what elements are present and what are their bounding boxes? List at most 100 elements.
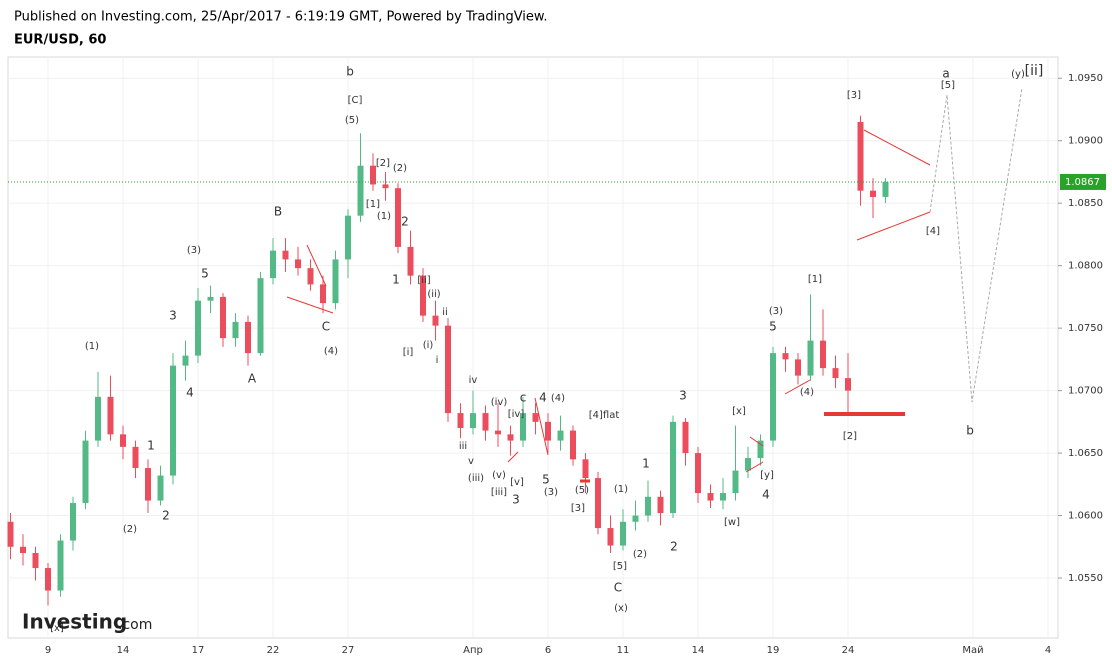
candle-body xyxy=(370,165,376,185)
plot-frame xyxy=(7,56,1059,639)
wave-label: [w] xyxy=(724,517,740,528)
candle-body xyxy=(207,296,214,301)
candle-body xyxy=(382,184,389,189)
x-tick-label: 9 xyxy=(45,645,51,656)
candle-body xyxy=(220,296,226,339)
y-tick-label: 1.0950 xyxy=(1068,73,1103,84)
candle-body xyxy=(182,355,189,366)
wave-label: 3 xyxy=(512,493,520,507)
candle-body xyxy=(470,413,476,429)
wave-label: (4) xyxy=(551,393,565,404)
x-tick-label: 4 xyxy=(1045,645,1051,656)
wave-label: [iii] xyxy=(491,487,507,498)
wave-label: (1) xyxy=(85,341,99,352)
candle-body xyxy=(657,496,664,514)
candle-body xyxy=(282,250,289,260)
wave-label: (iii) xyxy=(468,473,484,484)
x-tick-label: 22 xyxy=(267,645,280,656)
wave-label: (4) xyxy=(800,387,814,398)
wave-lines xyxy=(286,129,931,483)
wave-label: [x] xyxy=(50,623,64,634)
y-tick-label: 1.0550 xyxy=(1068,573,1103,584)
candle-body xyxy=(232,321,239,339)
wave-label: [3] xyxy=(571,503,585,514)
candle-body xyxy=(145,468,151,501)
wave-line xyxy=(286,296,334,314)
candle-body xyxy=(407,246,414,276)
wave-label: i xyxy=(436,355,439,366)
chart-title: EUR/USD, 60 xyxy=(14,33,106,48)
last-price-box xyxy=(1060,173,1106,190)
candle-body xyxy=(645,496,651,516)
candle-body xyxy=(195,300,201,356)
wave-label: [C] xyxy=(348,95,363,106)
y-tick-label: 1.0800 xyxy=(1068,261,1103,272)
candle-body xyxy=(545,421,551,441)
wave-label: 4 xyxy=(186,386,194,400)
candle-body xyxy=(445,325,451,414)
wave-label: c xyxy=(520,391,527,405)
candle-body xyxy=(245,321,251,354)
wave-label: [iv] xyxy=(508,409,525,420)
wave-label: (5) xyxy=(345,115,359,126)
candle-body xyxy=(882,181,889,197)
candle-body xyxy=(820,340,826,369)
candle-body xyxy=(395,188,401,247)
wave-label: C xyxy=(322,320,330,334)
candle-body xyxy=(320,284,326,304)
wave-label: (4) xyxy=(324,346,338,357)
candle-body xyxy=(507,434,514,441)
candle-body xyxy=(20,546,26,554)
candle-body xyxy=(607,528,614,546)
wave-label: iv xyxy=(469,375,478,386)
candle-body xyxy=(7,521,14,547)
candle-body xyxy=(757,440,764,459)
candle-body xyxy=(170,365,176,476)
y-tick-label: 1.0750 xyxy=(1068,323,1103,334)
wave-label: 4 xyxy=(762,488,770,502)
wave-label: (1) xyxy=(614,484,628,495)
candle-body xyxy=(457,413,464,429)
wave-label: (3) xyxy=(187,245,201,256)
x-tick-label: 19 xyxy=(767,645,780,656)
wave-line xyxy=(507,451,519,463)
wave-label: (1) xyxy=(377,211,391,222)
candle-body xyxy=(832,368,839,379)
wave-line xyxy=(863,129,931,166)
candle-body xyxy=(307,268,314,285)
wave-line xyxy=(749,436,764,447)
candle-body xyxy=(345,215,351,260)
candle-body xyxy=(332,259,339,304)
logo-suffix: .com xyxy=(118,617,152,633)
wave-label: 2 xyxy=(401,215,409,229)
candle-body xyxy=(707,493,714,501)
wave-label: [x] xyxy=(732,406,746,417)
wave-label: [4] xyxy=(926,226,940,237)
chart-subtitle: Published on Investing.com, 25/Apr/2017 … xyxy=(14,10,547,25)
wave-label: 2 xyxy=(670,540,678,554)
x-tick-label: Апр xyxy=(463,645,483,656)
x-tick-label: 14 xyxy=(117,645,130,656)
wave-label: (iv) xyxy=(491,397,508,408)
x-tick-label: 24 xyxy=(842,645,855,656)
candle-body xyxy=(782,353,789,360)
grid xyxy=(8,57,1058,638)
candle-body xyxy=(157,475,164,501)
wave-label: (3) xyxy=(544,487,558,498)
candle-body xyxy=(770,353,776,441)
candle-body xyxy=(270,250,276,279)
candle-body xyxy=(257,278,264,354)
wave-label: A xyxy=(248,372,257,386)
wave-label: 4 xyxy=(539,391,547,405)
last-price-label: 1.0867 xyxy=(1065,177,1100,188)
wave-label: (y) xyxy=(1011,69,1025,80)
wave-label: [2] xyxy=(843,431,857,442)
candle-body xyxy=(482,413,489,431)
candle-body xyxy=(845,378,851,391)
wave-line xyxy=(784,379,811,395)
wave-label: [3] xyxy=(847,90,861,101)
y-tick-label: 1.0850 xyxy=(1068,198,1103,209)
wave-label: (v) xyxy=(492,470,506,481)
